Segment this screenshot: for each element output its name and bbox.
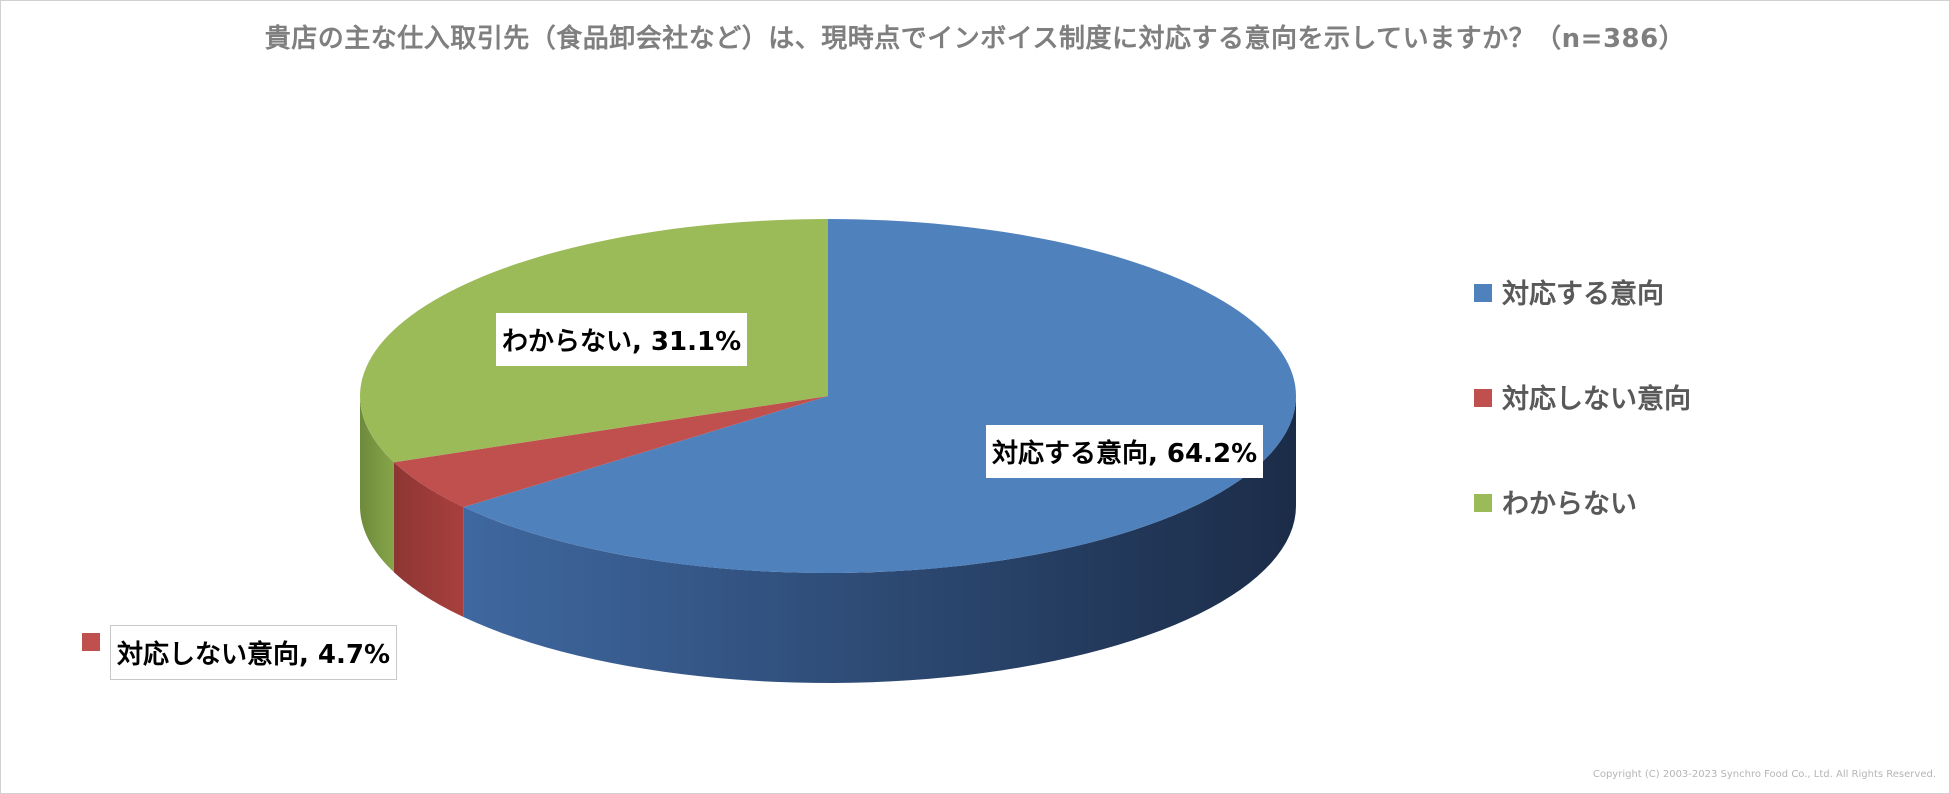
legend-item-disagree[interactable]: 対応しない意向 [1474,377,1691,482]
legend-label-unknown: わからない [1502,489,1637,520]
copyright-text: Copyright (C) 2003-2023 Synchro Food Co.… [1592,769,1936,780]
pie-side-unknown [360,396,394,573]
legend-swatch-agree [1474,284,1492,302]
data-label-disagree: 対応しない意向, 4.7% [110,625,398,680]
data-label-swatch-disagree [82,633,100,651]
pie-sides [360,396,1296,683]
pie-tops [360,219,1297,574]
legend-label-agree: 対応する意向 [1502,279,1664,310]
legend-swatch-disagree [1474,389,1492,407]
legend-label-disagree: 対応しない意向 [1502,384,1691,415]
pie-slice-agree[interactable] [463,219,1297,574]
data-label-unknown: わからない, 31.1% [496,313,748,366]
pie-side-agree [463,396,1296,683]
legend-item-unknown[interactable]: わからない [1474,482,1691,587]
pie-slice-disagree[interactable] [393,396,828,508]
legend: 対応する意向 対応しない意向 わからない [1474,272,1691,587]
data-label-agree: 対応する意向, 64.2% [986,425,1264,478]
legend-item-agree[interactable]: 対応する意向 [1474,272,1691,377]
legend-swatch-unknown [1474,494,1492,512]
chart-title: 貴店の主な仕入取引先（食品卸会社など）は、現時点でインボイス制度に対応する意向を… [264,24,1686,54]
pie-side-disagree [393,462,464,618]
